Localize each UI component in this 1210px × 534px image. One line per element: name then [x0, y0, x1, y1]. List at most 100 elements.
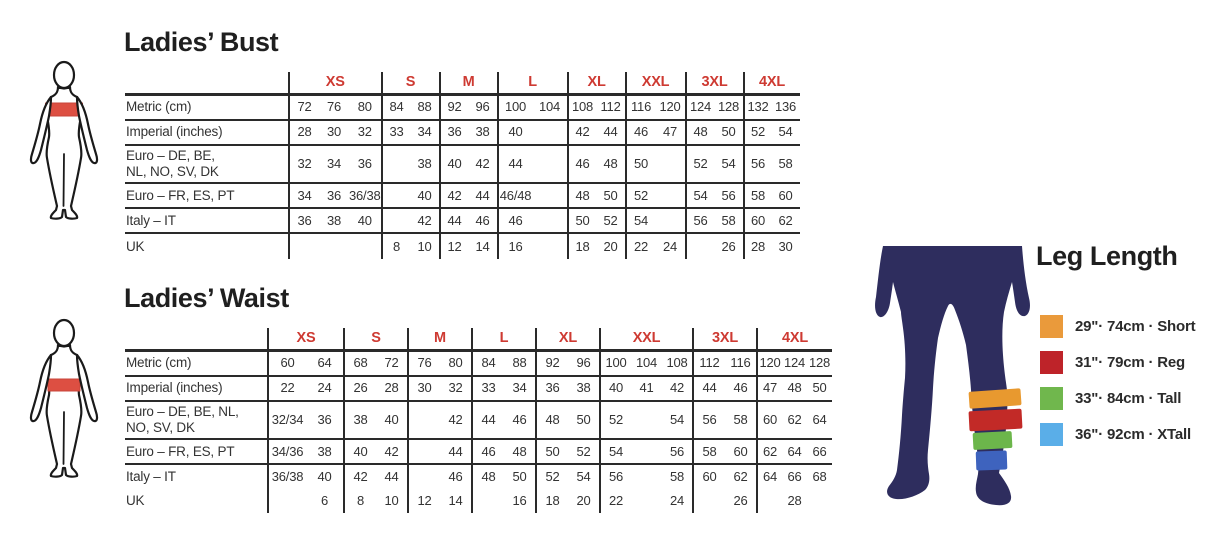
size-cell: 38 — [319, 208, 349, 235]
size-cell: 62 — [733, 468, 748, 484]
size-cell: 50 — [566, 208, 597, 235]
size-cell: 58 — [692, 439, 725, 466]
size-cell: 96 — [568, 350, 600, 377]
size-cell: 40 — [317, 468, 332, 484]
size-cell — [267, 488, 306, 514]
row-label: UK — [126, 492, 145, 508]
size-cell: 34 — [288, 183, 319, 210]
size-cell — [380, 208, 411, 235]
size-group-header-3xl: 3XL — [692, 328, 757, 352]
size-cell: 80 — [349, 94, 382, 121]
size-cell: 36 — [306, 401, 344, 441]
size-group-header-l: L — [471, 328, 536, 352]
size-cell — [631, 439, 662, 466]
size-cell: 18 — [566, 233, 597, 260]
size-cell: 47 — [756, 376, 782, 402]
legend-label: 31"· 79cm · Reg — [1075, 354, 1185, 371]
row-label: Euro – FR, ES, PT — [125, 183, 289, 210]
size-cell: 46 — [725, 376, 757, 402]
size-group-header-l: L — [496, 72, 568, 96]
size-cell: 32/34 — [267, 401, 306, 441]
size-cell: 56 — [742, 145, 772, 185]
size-cell: 20 — [603, 238, 618, 254]
size-group-header-s: S — [343, 328, 408, 352]
size-cell: 46 — [504, 401, 536, 441]
size-cell: 8 — [343, 488, 376, 514]
size-cell: 28 — [288, 120, 319, 146]
size-header-row: XS S M L XL XXL 3XL 4XL — [125, 72, 800, 96]
size-cell — [631, 401, 662, 441]
size-cell: 22 — [599, 488, 631, 514]
row-label: Imperial (inches) — [125, 376, 268, 402]
size-cell: 96 — [468, 94, 498, 121]
size-cell: 128 — [807, 350, 832, 377]
size-cell: 88 — [504, 350, 536, 377]
size-cell: 52 — [684, 145, 715, 185]
size-cell: 44 — [471, 401, 504, 441]
size-cell: 84 — [471, 350, 504, 377]
size-cell: 40 — [349, 208, 382, 235]
row-label: Euro – DE, BE, NL, NO, SV, DK — [125, 401, 268, 441]
size-row: Italy – IT 36/38 40 42 44 46 48 50 52 54 56 58 60 62 6… — [125, 464, 832, 489]
size-cell: 120 — [756, 350, 782, 377]
size-cell: 42 — [343, 464, 376, 489]
size-cell: 44 — [692, 376, 725, 402]
size-row: Metric (cm) 60 64 68 72 76 80 84 88 92 96 100 104 108… — [125, 350, 832, 377]
size-cell: 58 — [725, 401, 757, 441]
size-cell: 10 — [384, 492, 399, 508]
size-cell: 100 — [599, 350, 631, 377]
size-cell — [655, 208, 686, 235]
size-row: Italy – IT 36 38 40 42 44 46 46 50 52 54 56 58 60 62 — [125, 208, 800, 235]
leg-length-legend-item-tall: 33"· 84cm · Tall — [1040, 387, 1195, 410]
size-cell: 40 — [343, 439, 376, 466]
leg-length-title: Leg Length — [1036, 241, 1178, 271]
leg-band-xtall — [975, 450, 1008, 471]
size-cell: 54 — [662, 401, 693, 441]
size-cell — [532, 120, 568, 146]
size-cell — [532, 208, 568, 235]
row-label: UK — [126, 238, 145, 254]
size-group-header-m: M — [438, 72, 498, 96]
size-cell — [288, 233, 319, 260]
size-cell — [407, 464, 440, 489]
size-cell: 41 — [631, 376, 662, 402]
row-label: Imperial (inches) — [125, 120, 289, 146]
size-cell: 72 — [288, 94, 319, 121]
size-cell: 46 — [448, 468, 463, 484]
size-cell: 60 — [742, 208, 772, 235]
size-group-header-s: S — [380, 72, 440, 96]
size-cell — [533, 233, 568, 259]
size-group-header-xxl: XXL — [599, 328, 693, 352]
size-cell: 42 — [440, 401, 472, 441]
size-cell: 38 — [468, 120, 498, 146]
size-cell: 14 — [475, 238, 490, 254]
row-label: Italy – IT — [125, 208, 289, 235]
size-cell: 46 — [624, 120, 656, 146]
size-row: Euro – DE, BE, NL, NO, SV, DK 32/34 36 38 40… — [125, 401, 832, 441]
size-row: Euro – FR, ES, PT 34/36 38 40 42 44 46 48 50 52 54… — [125, 439, 832, 466]
row-label: Metric (cm) — [125, 94, 289, 121]
size-cell: 44 — [440, 439, 472, 466]
size-cell — [407, 401, 440, 441]
waist-section-title: Ladies’ Waist — [124, 283, 289, 313]
size-group-header-xxl: XXL — [624, 72, 686, 96]
size-cell — [684, 233, 715, 260]
size-group-header-xs: XS — [288, 72, 382, 96]
size-cell: 42 — [468, 145, 498, 185]
size-cell: 52 — [535, 464, 568, 489]
size-cell: 56 — [599, 464, 631, 489]
size-cell: 22 — [267, 376, 306, 402]
row-label: Metric (cm) — [125, 350, 268, 377]
size-cell: 68 — [343, 350, 376, 377]
size-cell: 12 — [438, 233, 469, 260]
size-cell: 44 — [596, 120, 626, 146]
size-cell: 58 — [742, 183, 772, 210]
size-cell — [319, 233, 349, 259]
size-cell: 32 — [288, 145, 319, 185]
bust-figure-icon — [29, 60, 99, 220]
size-cell: 28 — [787, 492, 802, 508]
size-cell: 36/38 — [349, 183, 382, 210]
size-cell: 38 — [343, 401, 376, 441]
leg-length-legend-item-xtall: 36"· 92cm · XTall — [1040, 423, 1195, 446]
leg-length-legend-item-short: 29"· 74cm · Short — [1040, 315, 1196, 338]
